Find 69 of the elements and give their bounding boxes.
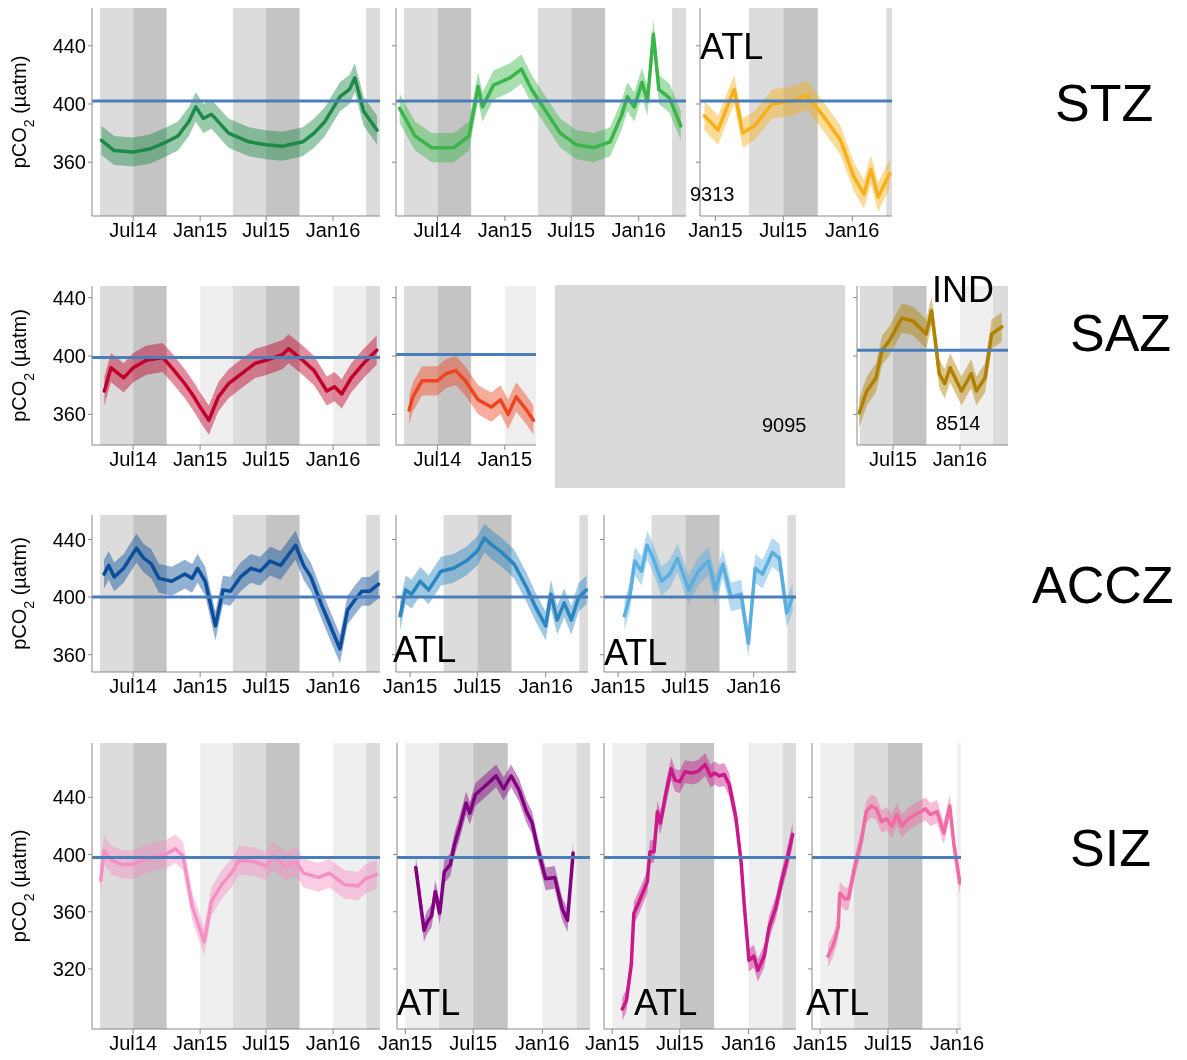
annotation: ATL	[700, 25, 764, 67]
x-tick-label: Jan16	[305, 219, 361, 242]
text: 9095	[762, 413, 807, 436]
annotation: ATL	[806, 981, 870, 1023]
x-tick-label: Jul14	[413, 448, 462, 471]
x-tick-label: Jan15	[590, 675, 646, 698]
x-tick-label: Jul15	[547, 219, 596, 242]
y-tick-label: 360	[52, 643, 86, 666]
x-tick-label: Jan15	[477, 219, 533, 242]
y-tick-label: 320	[52, 958, 86, 981]
x-tick-label: Jan15	[584, 1032, 640, 1055]
x-tick-label: Jan15	[172, 1032, 228, 1055]
x-tick-label: Jan16	[305, 1032, 361, 1055]
x-tick-label: Jan16	[305, 675, 361, 698]
x-tick-label: Jul15	[242, 675, 290, 698]
y-tick-label: 400	[52, 93, 86, 116]
x-tick-label: Jan16	[518, 675, 573, 698]
x-tick-label: Jan15	[382, 675, 438, 698]
x-tick-label: Jan16	[932, 448, 988, 471]
x-tick-label: Jul15	[242, 219, 290, 242]
x-tick-label: Jan16	[929, 1032, 985, 1055]
x-tick-label: Jul15	[864, 1032, 912, 1055]
x-tick-label: Jul15	[453, 675, 502, 698]
x-tick-label: Jan15	[172, 675, 228, 698]
x-tick-label: Jan16	[611, 219, 666, 242]
x-tick-label: Jan15	[172, 219, 228, 242]
x-tick-label: Jul15	[655, 1032, 704, 1055]
x-tick-label: Jan16	[726, 675, 781, 698]
text: SAZ	[1070, 304, 1172, 363]
x-tick-label: Jul15	[661, 675, 710, 698]
x-tick-label: Jan16	[825, 219, 880, 242]
x-tick-label: Jan15	[172, 448, 228, 471]
annotation: ATL	[604, 631, 668, 673]
x-tick-label: Jul15	[242, 1032, 290, 1055]
text: STZ	[1055, 74, 1154, 133]
x-tick-label: Jul14	[109, 675, 158, 698]
x-tick-label: Jan16	[515, 1032, 570, 1055]
y-tick-label: 400	[52, 586, 86, 609]
x-tick-label: Jul14	[109, 1032, 158, 1055]
x-tick-label: Jul15	[242, 448, 290, 471]
x-tick-label: Jan15	[688, 219, 743, 242]
y-tick-label: 440	[52, 786, 86, 809]
annotation: ATL	[634, 981, 698, 1023]
y-tick-label: 400	[52, 843, 86, 866]
annotation: IND	[932, 268, 994, 310]
x-tick-label: Jan15	[378, 1032, 433, 1055]
text: SIZ	[1070, 819, 1151, 878]
y-tick-label: 360	[52, 900, 86, 923]
y-tick-label: 360	[52, 403, 86, 426]
annotation: ATL	[393, 628, 457, 670]
x-tick-label: Jul15	[449, 1032, 498, 1055]
y-tick-label: 440	[52, 34, 86, 57]
annotation: ATL	[397, 981, 461, 1023]
y-tick-label: 440	[52, 528, 86, 551]
text: ACCZ	[1032, 556, 1174, 615]
x-tick-label: Jan16	[305, 448, 361, 471]
x-tick-label: Jan15	[792, 1032, 848, 1055]
x-tick-label: Jul14	[413, 219, 462, 242]
annotation: 8514	[936, 411, 981, 434]
x-tick-label: Jul14	[109, 448, 158, 471]
x-tick-label: Jul15	[759, 219, 808, 242]
y-tick-label: 440	[52, 286, 86, 309]
x-tick-label: Jan15	[477, 448, 533, 471]
y-tick-label: 360	[52, 151, 86, 174]
x-tick-label: Jul14	[109, 219, 158, 242]
x-tick-label: Jul15	[869, 448, 917, 471]
annotation: 9313	[690, 182, 735, 205]
x-tick-label: Jan16	[721, 1032, 776, 1055]
y-tick-label: 400	[52, 345, 86, 368]
